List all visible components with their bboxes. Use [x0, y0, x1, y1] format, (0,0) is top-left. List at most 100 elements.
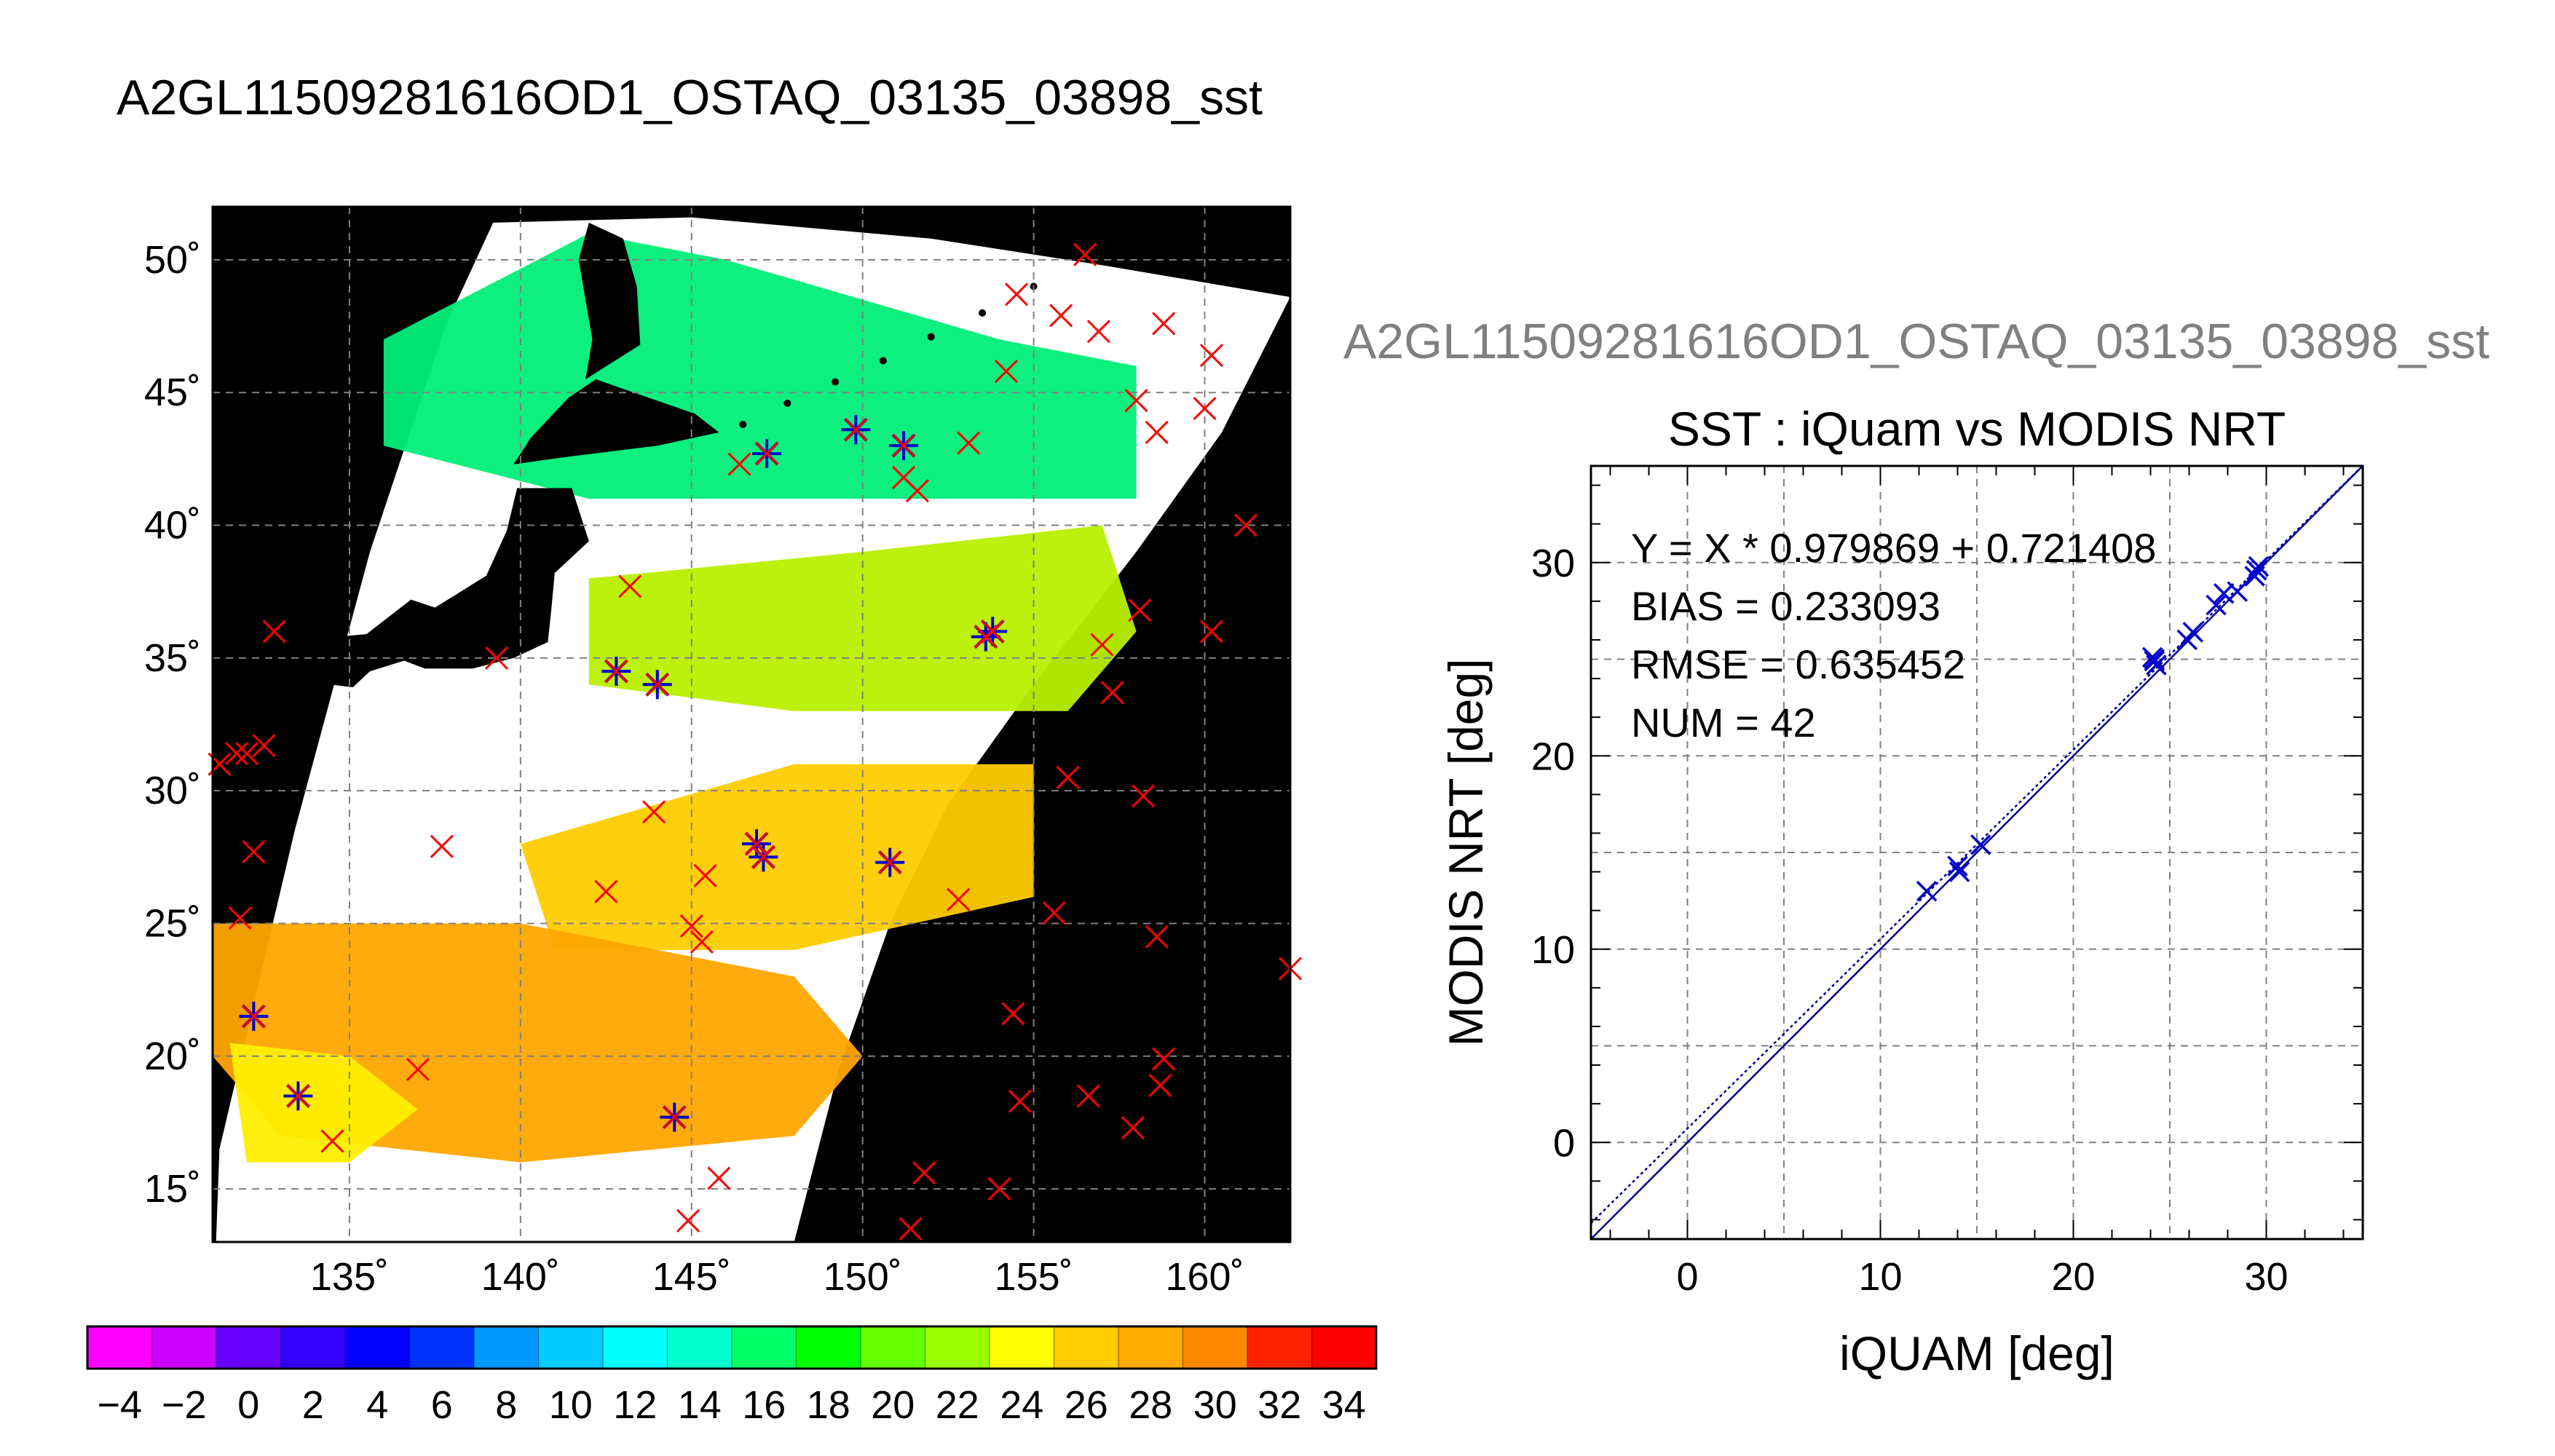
scatter-y-tick-label: 10: [1531, 928, 1575, 972]
iquam-point: [693, 863, 717, 887]
colorbar-bin: [216, 1326, 281, 1369]
colorbar-bin: [603, 1326, 668, 1369]
iquam-point: [320, 1129, 344, 1153]
scatter-file-title: A2GL11509281616OD1_OSTAQ_03135_03898_sst: [1343, 314, 2489, 369]
iquam-point: [262, 620, 286, 644]
iquam-point: [594, 879, 618, 903]
colorbar-bin: [732, 1326, 797, 1369]
colorbar-bin: [990, 1326, 1054, 1369]
colorbar-bin: [1118, 1326, 1183, 1369]
iquam-point: [1152, 312, 1176, 336]
iquam-point: [1193, 397, 1217, 421]
scatter-y-axis-title: MODIS NRT [deg]: [1439, 658, 1493, 1046]
iquam-point: [744, 832, 769, 856]
colorbar-bin: [1311, 1326, 1377, 1369]
iquam-point: [642, 800, 666, 824]
colorbar-tick-label: 6: [431, 1383, 453, 1427]
iquam-point: [618, 574, 642, 598]
map-y-tick-label: 35˚: [144, 636, 201, 680]
iquam-point: [1090, 633, 1114, 657]
scatter-x-axis-title: iQUAM [deg]: [1839, 1326, 2114, 1380]
colorbar-bin: [925, 1326, 990, 1369]
scatter-point: [1970, 834, 1991, 855]
iquam-point: [679, 914, 703, 938]
colorbar-bin: [667, 1326, 732, 1369]
scatter-title: SST : iQuam vs MODIS NRT: [1668, 402, 2286, 456]
iquam-point: [1121, 1116, 1145, 1140]
iquam-point: [286, 1084, 310, 1108]
iquam-point: [676, 1208, 700, 1233]
colorbar-tick-label: −4: [97, 1383, 142, 1427]
map-x-tick-label: 135˚: [310, 1255, 389, 1299]
land-mass-0: [578, 222, 641, 379]
iquam-point: [1124, 389, 1148, 413]
fit-equation: Y = X * 0.979869 + 0.721408: [1631, 525, 2156, 571]
scatter-point: [2205, 594, 2227, 616]
iquam-point: [1199, 344, 1223, 368]
main-title: A2GL11509281616OD1_OSTAQ_03135_03898_sst: [117, 70, 1263, 125]
iquam-point: [224, 742, 248, 766]
num-value: NUM = 42: [1631, 700, 1816, 745]
colorbar-tick-label: 22: [936, 1383, 979, 1427]
scatter-point: [2248, 555, 2270, 577]
iquam-point: [604, 660, 628, 684]
colorbar-tick-label: 16: [742, 1383, 786, 1427]
iquam-point: [994, 360, 1019, 384]
iquam-point: [905, 479, 929, 503]
iquam-point: [1148, 1073, 1172, 1097]
land-mass-1: [513, 379, 719, 464]
map-x-tick-label: 160˚: [1165, 1255, 1244, 1299]
scatter-y-tick-label: 0: [1553, 1121, 1575, 1165]
sst-map: 135˚ 140˚ 145˚ 150˚ 155˚ 160˚ 50˚ 45˚ 40˚ 35˚ 30˚ 2…: [144, 205, 1303, 1299]
iquam-point: [892, 465, 916, 489]
iquam-point: [242, 839, 266, 864]
colorbar-bin: [861, 1326, 925, 1369]
map-y-tick-label: 45˚: [144, 371, 201, 414]
colorbar-bin: [474, 1326, 539, 1369]
iquam-point: [1008, 1089, 1032, 1113]
scatter-point: [2146, 654, 2167, 676]
iquam-point: [1042, 901, 1066, 925]
iquam-point: [1145, 420, 1169, 444]
colorbar-bin: [87, 1326, 152, 1369]
iquam-point: [844, 418, 868, 442]
colorbar-bin: [280, 1326, 346, 1369]
scatter-x-tick-label: 20: [2051, 1255, 2095, 1299]
colorbar-bin: [1247, 1326, 1312, 1369]
iquam-point: [645, 673, 669, 697]
map-y-tick-label: 50˚: [144, 238, 201, 282]
iquam-point: [899, 1216, 923, 1241]
map-x-tick-label: 150˚: [824, 1255, 902, 1299]
colorbar-bin: [1182, 1326, 1248, 1369]
iquam-point: [1128, 598, 1152, 622]
colorbar-tick-label: 0: [237, 1383, 259, 1427]
iquam-point: [690, 930, 714, 954]
scatter-x-tick-label: 30: [2244, 1255, 2288, 1299]
iquam-point: [1073, 242, 1097, 266]
iquam-point: [1233, 513, 1257, 537]
scatter-point: [2227, 581, 2248, 602]
colorbar-tick-label: 4: [366, 1383, 388, 1427]
map-x-tick-label: 140˚: [481, 1255, 560, 1299]
map-x-tick-label: 145˚: [652, 1255, 731, 1299]
iquam-point: [1001, 1002, 1025, 1026]
iquam-point: [1145, 925, 1169, 949]
iquam-point: [1199, 620, 1223, 644]
colorbar-bin: [1054, 1326, 1119, 1369]
kuril-island: [879, 357, 887, 365]
land-mass-2: [213, 488, 589, 687]
scatter-point: [2144, 649, 2165, 670]
land-mass-4: [213, 687, 244, 764]
scatter-point: [2182, 622, 2204, 643]
scatter-point: [1916, 880, 1938, 902]
scatter-point: [2144, 650, 2165, 672]
colorbar-tick-label: 2: [302, 1383, 324, 1427]
colorbar-frame: [86, 1325, 1378, 1370]
iquam-point: [707, 1166, 731, 1190]
scatter-point: [2213, 582, 2235, 604]
colorbar-bin: [345, 1326, 410, 1369]
colorbar-tick-label: 12: [613, 1383, 657, 1427]
map-plot-area: [213, 207, 1290, 1242]
scatter-plot: SST : iQuam vs MODIS NRT 0 10 20 30 0 10 20 30 iQ…: [1439, 402, 2364, 1380]
